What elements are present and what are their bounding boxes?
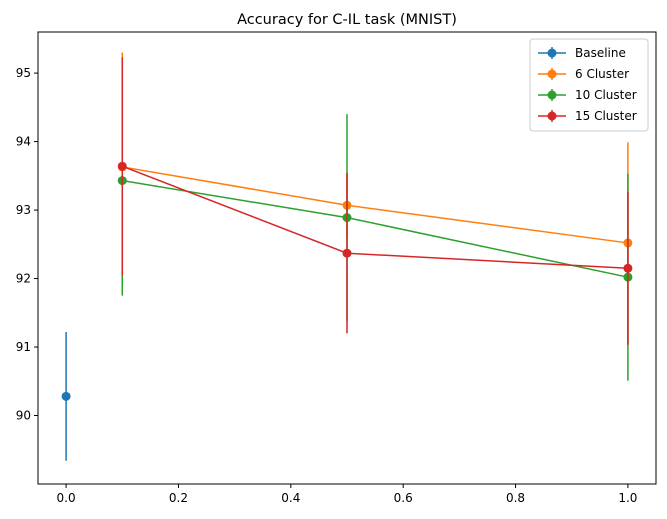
x-tick-label: 0.0	[57, 491, 76, 505]
y-tick-label: 94	[16, 135, 31, 149]
x-axis: 0.0 0.2 0.4 0.6 0.8 1.0	[57, 484, 637, 505]
x-tick-label: 0.6	[394, 491, 413, 505]
series-line	[122, 166, 629, 244]
legend-marker	[547, 48, 557, 58]
x-tick-label: 0.2	[169, 491, 188, 505]
legend-label: 6 Cluster	[575, 67, 629, 81]
series-baseline	[61, 331, 71, 461]
legend-item: 6 Cluster	[538, 67, 629, 81]
x-tick-label: 1.0	[618, 491, 637, 505]
legend-label: Baseline	[575, 46, 626, 60]
legend-item: 10 Cluster	[538, 88, 637, 102]
plot-area	[61, 52, 633, 461]
x-tick-label: 0.8	[506, 491, 525, 505]
series-15-cluster	[117, 57, 633, 345]
y-tick-label: 92	[16, 272, 31, 286]
legend: Baseline 6 Cluster 10 Cluster 15 Cluster	[529, 38, 649, 132]
y-tick-label: 91	[16, 340, 31, 354]
legend-box	[529, 38, 649, 132]
legend-label: 10 Cluster	[575, 88, 637, 102]
data-point	[117, 161, 127, 171]
y-tick-label: 90	[16, 409, 31, 423]
legend-marker	[547, 111, 557, 121]
legend-marker	[547, 90, 557, 100]
y-axis: 90 91 92 93 94 95	[16, 66, 38, 423]
data-point	[61, 391, 71, 401]
x-tick-label: 0.4	[281, 491, 300, 505]
data-point	[342, 248, 352, 258]
chart-title: Accuracy for C-IL task (MNIST)	[237, 12, 457, 28]
data-point	[623, 263, 633, 273]
legend-item: Baseline	[538, 46, 626, 60]
legend-marker	[547, 69, 557, 79]
legend-label: 15 Cluster	[575, 109, 637, 123]
series-line	[122, 165, 628, 270]
legend-item: 15 Cluster	[538, 109, 637, 123]
y-tick-label: 95	[16, 66, 31, 80]
y-tick-label: 93	[16, 203, 31, 217]
plot-frame	[37, 31, 657, 485]
